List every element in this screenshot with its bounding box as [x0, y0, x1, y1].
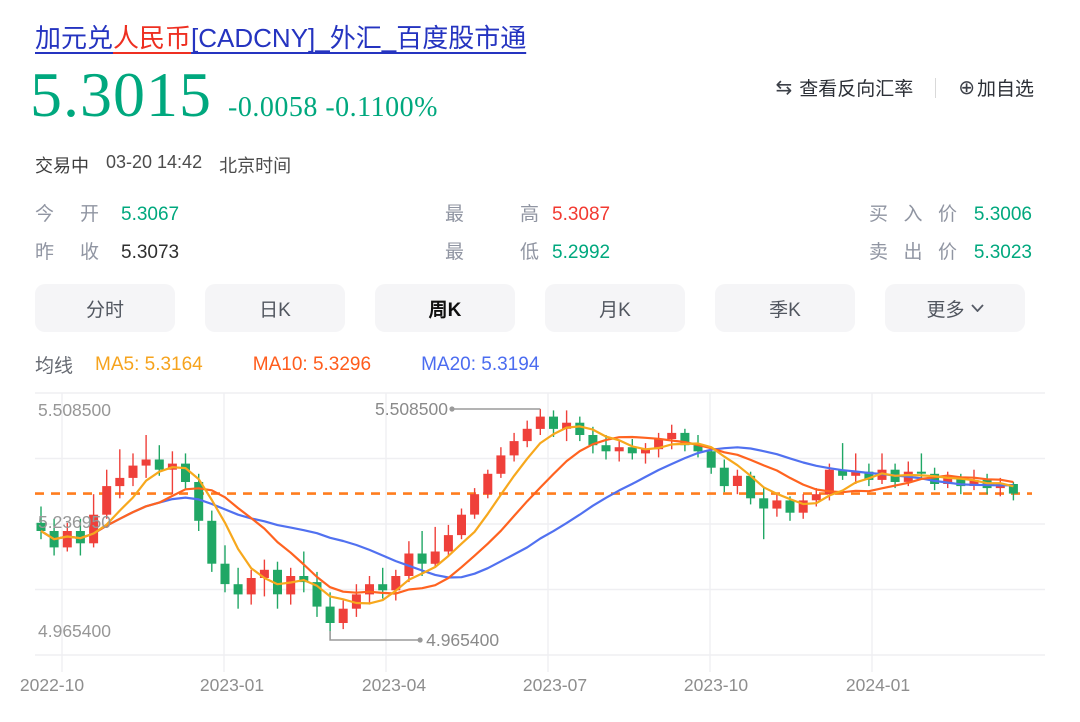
price-change: -0.0058 -0.1100% — [228, 92, 438, 123]
tab-daily-k[interactable]: 日K — [205, 284, 345, 332]
title-pre: 加元兑 — [35, 23, 114, 53]
stat-prev-close: 昨 收 5.3073 — [35, 242, 180, 263]
actions-divider — [935, 77, 937, 98]
svg-text:5.236950: 5.236950 — [38, 512, 111, 532]
svg-text:2023-01: 2023-01 — [200, 675, 264, 695]
current-price: 5.3015 — [30, 59, 212, 130]
title-post: [CADCNY]_外汇_百度股市通 — [191, 23, 527, 53]
status-bar: 交易中 03-20 14:42 北京时间 — [35, 152, 291, 178]
trading-status: 交易中 — [35, 156, 89, 176]
period-tabs: 分时 日K 周K 月K 季K 更多 — [35, 284, 1025, 332]
svg-text:5.508500: 5.508500 — [375, 399, 448, 419]
tab-monthly-k[interactable]: 月K — [545, 284, 685, 332]
ma-legend-title: 均线 — [35, 356, 74, 377]
svg-text:4.965400: 4.965400 — [426, 630, 499, 650]
stat-open: 今 开 5.3067 — [35, 204, 180, 225]
svg-text:4.965400: 4.965400 — [38, 621, 111, 641]
svg-text:2023-07: 2023-07 — [523, 675, 587, 695]
ma10-value: MA10: 5.3296 — [252, 353, 372, 375]
reverse-rate-label: 查看反向汇率 — [799, 79, 914, 100]
kline-chart[interactable]: 5.508500 5.236950 4.965400 5.508500 4.965400… — [0, 385, 1080, 722]
svg-text:5.508500: 5.508500 — [38, 400, 111, 420]
timezone-label: 北京时间 — [219, 156, 292, 176]
stat-high: 最 高 5.3087 — [445, 204, 611, 225]
title-link[interactable]: 加元兑人民币[CADCNY]_外汇_百度股市通 — [35, 23, 526, 53]
quote-price-row: 5.3015 -0.0058 -0.1100% — [30, 58, 438, 132]
ma20-value: MA20: 5.3194 — [421, 353, 540, 375]
stat-bid: 买 入 价 5.3006 — [869, 204, 1032, 225]
svg-text:2024-01: 2024-01 — [846, 675, 910, 695]
chevron-down-icon — [970, 304, 984, 312]
tab-quarterly-k[interactable]: 季K — [715, 284, 855, 332]
tab-weekly-k[interactable]: 周K — [375, 284, 515, 332]
quote-time: 03-20 14:42 — [106, 152, 203, 172]
add-watchlist-label: 加自选 — [976, 79, 1034, 100]
ma5-value: MA5: 5.3164 — [95, 353, 203, 375]
tab-minute[interactable]: 分时 — [35, 284, 175, 332]
reverse-rate-button[interactable]: ⇆ 查看反向汇率 — [775, 74, 913, 101]
stat-ask: 卖 出 价 5.3023 — [869, 242, 1032, 263]
svg-text:2023-10: 2023-10 — [684, 675, 748, 695]
plus-circle-icon: ⊕ — [958, 77, 975, 99]
svg-text:2022-10: 2022-10 — [20, 675, 84, 695]
ma-legend: 均线 MA5: 5.3164 MA10: 5.3296 MA20: 5.3194 — [35, 351, 539, 378]
quote-actions: ⇆ 查看反向汇率 ⊕ 加自选 — [775, 74, 1034, 101]
swap-icon: ⇆ — [775, 77, 793, 99]
title-highlight: 人民币 — [113, 23, 192, 53]
page-title: 加元兑人民币[CADCNY]_外汇_百度股市通 — [35, 22, 526, 54]
tab-more[interactable]: 更多 — [885, 284, 1025, 332]
stat-low: 最 低 5.2992 — [445, 242, 611, 263]
svg-text:2023-04: 2023-04 — [362, 675, 426, 695]
add-watchlist-button[interactable]: ⊕ 加自选 — [958, 74, 1034, 101]
